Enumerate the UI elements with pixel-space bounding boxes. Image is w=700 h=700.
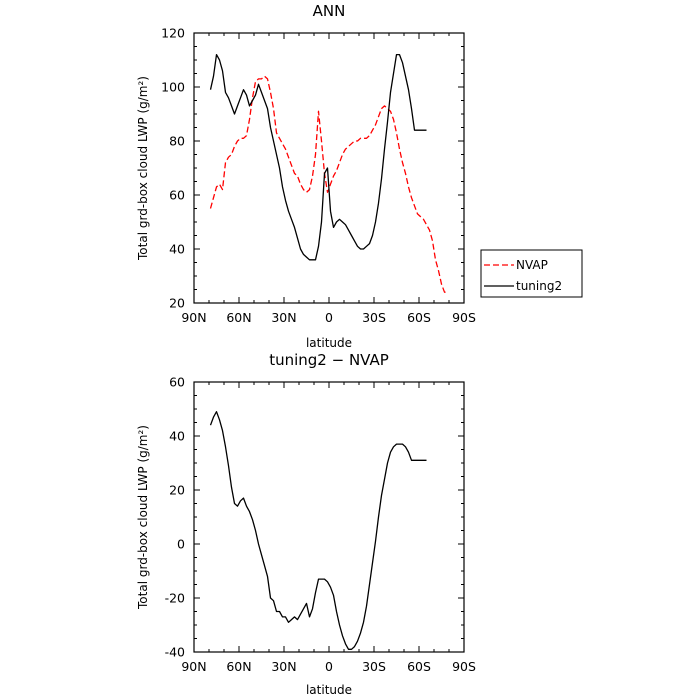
top-y-tick-label: 40 bbox=[169, 242, 185, 257]
bottom-x-tick-label: 30S bbox=[362, 659, 386, 674]
top-x-tick-label: 90S bbox=[452, 310, 476, 325]
top-y-tick-label: 60 bbox=[169, 188, 185, 203]
top-y-tick-label: 80 bbox=[169, 134, 185, 149]
legend-label-nvap: NVAP bbox=[516, 258, 548, 272]
bottom-x-tick-label: 0 bbox=[325, 659, 333, 674]
top-x-tick-label: 30S bbox=[362, 310, 386, 325]
bottom-plot-frame bbox=[193, 381, 465, 653]
top-chart-x-axis-label: latitude bbox=[306, 336, 352, 350]
top-x-tick-label: 60N bbox=[226, 310, 251, 325]
bottom-y-tick-label: -20 bbox=[165, 591, 185, 606]
top-series-line-tuning2 bbox=[209, 53, 427, 261]
top-chart-panel: ANN Total grd-box cloud LWP (g/m²) latit… bbox=[136, 2, 476, 350]
bottom-x-tick-label: 60N bbox=[226, 659, 251, 674]
top-x-tick-label: 90N bbox=[181, 310, 206, 325]
legend-box bbox=[480, 249, 583, 298]
top-y-tick-label: 100 bbox=[161, 80, 185, 95]
legend: NVAP tuning2 bbox=[480, 249, 583, 298]
bottom-series-line-difference bbox=[209, 411, 427, 650]
bottom-chart-y-axis-label: Total grd-box cloud LWP (g/m²) bbox=[136, 425, 150, 610]
bottom-x-tick-label: 60S bbox=[407, 659, 431, 674]
top-chart-y-axis-label: Total grd-box cloud LWP (g/m²) bbox=[136, 76, 150, 261]
top-x-tick-label: 30N bbox=[271, 310, 296, 325]
top-y-tick-label: 120 bbox=[161, 26, 185, 41]
bottom-x-tick-label: 90S bbox=[452, 659, 476, 674]
bottom-y-tick-label: 60 bbox=[169, 375, 185, 390]
bottom-y-tick-label: 20 bbox=[169, 483, 185, 498]
top-x-tick-label: 0 bbox=[325, 310, 333, 325]
bottom-y-tick-label: 0 bbox=[177, 537, 185, 552]
bottom-chart-panel: tuning2 − NVAP Total grd-box cloud LWP (… bbox=[136, 351, 476, 697]
bottom-x-tick-label: 90N bbox=[181, 659, 206, 674]
bottom-chart-title: tuning2 − NVAP bbox=[269, 351, 389, 369]
bottom-y-tick-label: -40 bbox=[165, 645, 185, 660]
top-chart-title: ANN bbox=[313, 2, 346, 20]
bottom-x-tick-label: 30N bbox=[271, 659, 296, 674]
bottom-y-tick-label: 40 bbox=[169, 429, 185, 444]
legend-label-tuning2: tuning2 bbox=[516, 279, 562, 293]
bottom-chart-x-axis-label: latitude bbox=[306, 683, 352, 697]
top-y-tick-label: 20 bbox=[169, 296, 185, 311]
top-plot-frame bbox=[193, 32, 465, 304]
top-x-tick-label: 60S bbox=[407, 310, 431, 325]
